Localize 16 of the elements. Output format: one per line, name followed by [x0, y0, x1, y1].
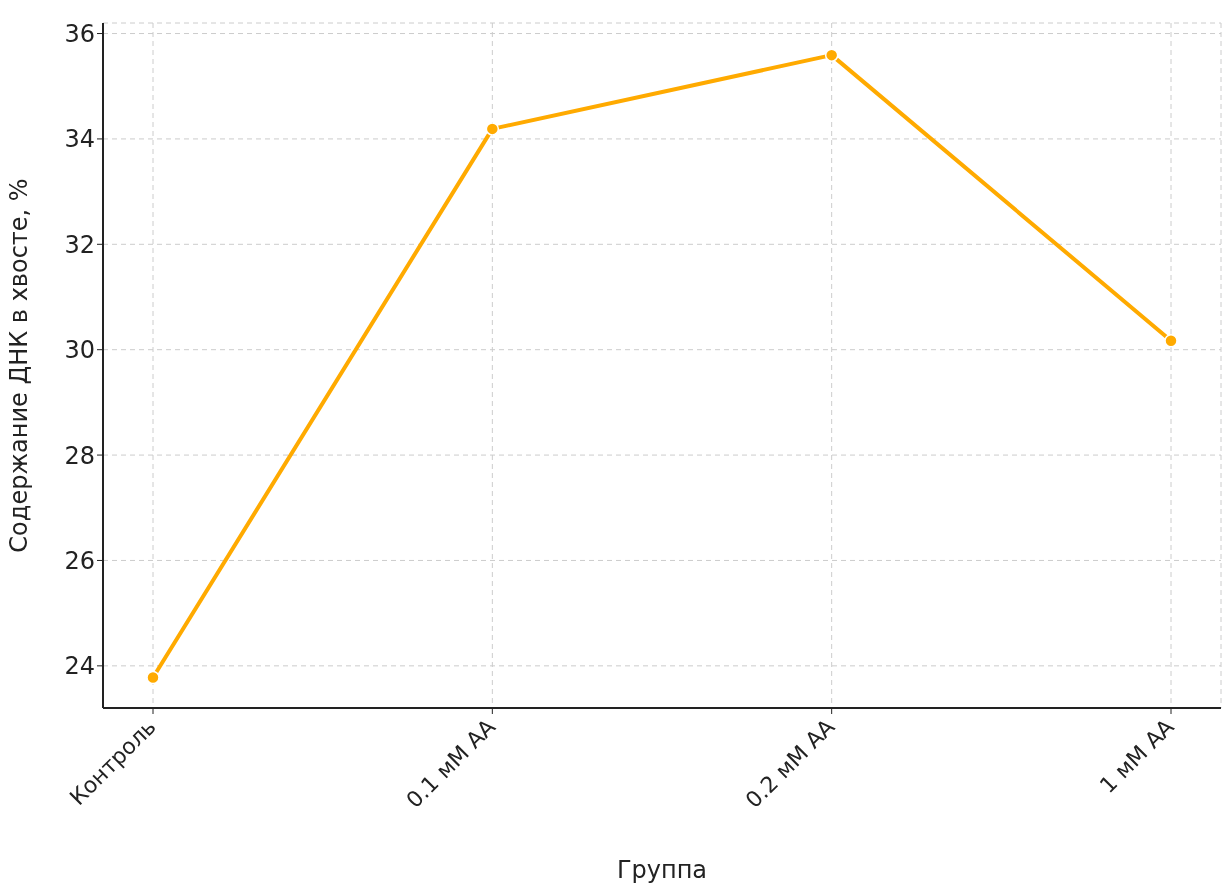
y-tick-label: 32: [64, 230, 95, 259]
x-tick-label: 0.2 мМ АА: [740, 714, 840, 813]
x-axis-title: Группа: [616, 856, 708, 884]
y-tick-label: 30: [64, 336, 95, 365]
y-axis-title: Содержание ДНК в хвосте, %: [4, 178, 33, 553]
x-tick-label: 0.1 мМ АА: [401, 714, 501, 813]
y-tick-label: 24: [64, 652, 95, 681]
point: [1164, 333, 1178, 348]
y-tick-label: 26: [64, 546, 95, 575]
point: [824, 48, 839, 62]
y-tick-label: 28: [64, 441, 95, 470]
y-tick-label: 36: [64, 20, 95, 49]
x-tick-label: 1 мМ АА: [1094, 714, 1179, 799]
point: [485, 122, 500, 136]
y-tick-label: 34: [64, 125, 95, 154]
point: [146, 670, 160, 685]
